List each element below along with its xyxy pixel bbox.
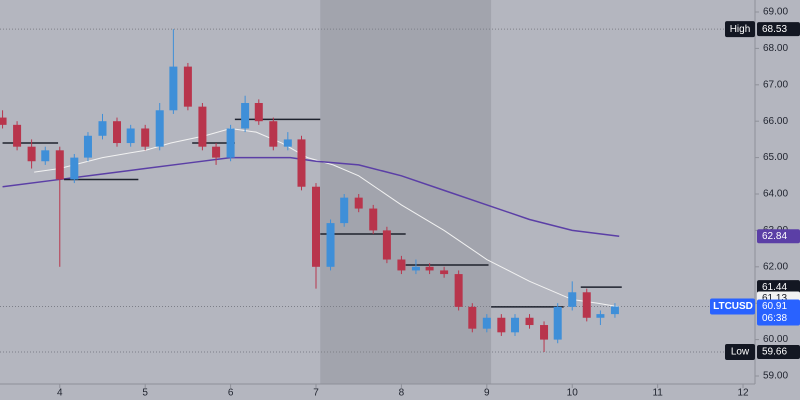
candle-body [297,139,306,187]
price-tag [757,299,800,326]
candle-body [525,317,534,326]
price-tag [757,280,800,295]
candle-body [113,121,122,144]
candle-body [454,274,463,307]
countdown: 06:38 [762,313,787,324]
x-tick-label: 10 [567,388,579,399]
x-tick-label: 7 [313,388,319,399]
candle-body [254,103,263,122]
price-tag-value: 60.91 [762,301,787,312]
candle-body [155,110,164,147]
candle-body [198,106,207,147]
candle-body [183,66,192,107]
y-tick-label: 62.00 [763,261,788,272]
candle-body [610,306,619,315]
tag-label: Low [731,347,750,358]
candle-body [326,223,335,267]
candle-body [98,121,107,136]
price-tag [757,344,800,359]
y-tick-label: 69.00 [763,7,788,18]
price-tag [757,22,800,37]
price-tag [757,229,800,244]
x-tick-label: 8 [399,388,405,399]
candle-body [41,150,50,162]
candle-body [70,157,79,180]
candle-body [382,230,391,260]
candle-body [369,208,378,231]
y-tick-label: 60.00 [763,334,788,345]
candle-body [340,197,349,224]
tag-label-box [725,21,755,38]
x-tick-label: 5 [142,388,148,399]
y-tick-label: 68.00 [763,43,788,54]
candle-body [540,325,549,340]
symbol-tag [710,298,755,315]
candle-body [169,66,178,111]
candle-body [0,117,7,125]
candle-body [83,135,92,158]
y-tick-label: 64.00 [763,189,788,200]
candle-body [553,306,562,340]
tag-label: High [730,24,751,35]
candle-body [212,146,221,158]
candle-body [269,121,278,147]
candle-body [126,128,135,144]
candle-body [596,314,605,318]
candle-body [283,139,292,147]
candle-body [55,150,64,180]
candle-body [354,197,363,209]
candle-body [440,270,449,275]
candle-body [425,266,434,271]
candle-body [497,317,506,333]
x-tick-label: 12 [737,388,749,399]
x-tick-label: 9 [484,388,490,399]
highlight-band [320,0,492,384]
candle-body [582,292,591,318]
candle-body [312,186,321,267]
candle-body [482,317,491,329]
candle-body [411,266,420,271]
candle-body [468,306,477,329]
price-tag-value: 68.53 [762,24,787,35]
y-tick-label: 65.00 [763,152,788,163]
x-tick-label: 4 [57,388,63,399]
candle-body [27,146,36,162]
candle-body [141,128,150,147]
candle-body [397,259,406,271]
price-tag-value: 59.66 [762,347,787,358]
symbol-label: LTCUSD [713,301,753,312]
y-tick-label: 67.00 [763,79,788,90]
candle-body [241,103,250,129]
tag-label-box [725,343,755,360]
y-tick-label: 59.00 [763,371,788,382]
x-tick-label: 11 [652,388,663,399]
candle-body [511,317,520,333]
candle-body [568,292,577,307]
y-tick-label: 66.00 [763,116,788,127]
price-tag-value: 62.84 [762,231,787,242]
price-tag-value: 61.13 [762,293,787,304]
candle-body [13,124,22,147]
x-tick-label: 6 [228,388,234,399]
candle-body [226,128,235,158]
price-tag-value: 61.44 [762,282,787,293]
